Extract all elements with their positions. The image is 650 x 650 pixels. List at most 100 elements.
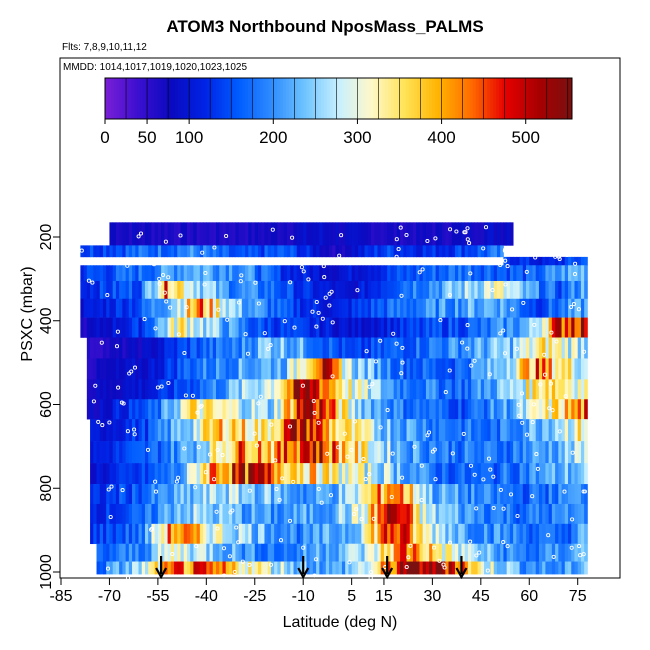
track-marker	[157, 281, 162, 286]
heatmap-cell	[222, 441, 227, 464]
track-marker	[519, 391, 525, 396]
heatmap-cell	[144, 419, 149, 442]
heatmap-cell	[458, 358, 462, 380]
track-marker	[342, 431, 347, 436]
heatmap-cell	[128, 543, 133, 562]
heatmap-cell	[396, 222, 401, 246]
heatmap-cell	[306, 484, 311, 505]
heatmap-cell	[329, 399, 333, 420]
heatmap-cell	[574, 379, 579, 400]
heatmap-cell	[170, 561, 175, 575]
heatmap-cell	[138, 484, 143, 505]
heatmap-cell	[503, 265, 508, 282]
heatmap-cell	[309, 317, 314, 338]
heatmap-cell	[141, 280, 146, 300]
heatmap-cell	[413, 543, 417, 562]
heatmap-cell	[193, 419, 198, 442]
heatmap-cell	[238, 222, 243, 246]
heatmap-cell	[551, 280, 556, 300]
heatmap-cell	[474, 523, 478, 545]
heatmap-cell	[164, 561, 168, 575]
heatmap-cell	[144, 484, 149, 505]
heatmap-cell	[332, 441, 336, 464]
heatmap-cell	[400, 337, 404, 359]
track-marker	[481, 246, 486, 251]
heatmap-cell	[274, 484, 278, 505]
heatmap-cell	[309, 245, 314, 258]
heatmap-cell	[555, 265, 559, 282]
heatmap-cell	[496, 298, 501, 318]
heatmap-cell	[390, 379, 395, 400]
heatmap-cell	[267, 317, 272, 338]
heatmap-cell	[264, 245, 269, 258]
heatmap-cell	[132, 337, 136, 359]
track-marker	[556, 254, 561, 259]
heatmap-cell	[393, 358, 398, 380]
heatmap-cell	[148, 399, 152, 420]
heatmap-cell	[183, 358, 188, 380]
heatmap-cell	[151, 265, 156, 282]
heatmap-cell	[322, 543, 327, 562]
heatmap-cell	[174, 265, 178, 282]
heatmap-cell	[396, 337, 401, 359]
heatmap-cell	[467, 543, 472, 562]
heatmap-cell	[561, 379, 566, 400]
heatmap-cell	[219, 379, 223, 400]
colorbar-segment	[423, 78, 427, 119]
heatmap-cell	[190, 222, 194, 246]
heatmap-cell	[296, 280, 301, 300]
colorbar-segment	[335, 78, 339, 119]
heatmap-cell	[464, 419, 469, 442]
track-marker	[266, 346, 271, 351]
heatmap-cell	[277, 441, 281, 464]
heatmap-cell	[106, 298, 110, 318]
heatmap-cell	[274, 463, 278, 485]
heatmap-cell	[532, 484, 537, 505]
heatmap-cell	[219, 222, 223, 246]
heatmap-cell	[535, 280, 540, 300]
heatmap-cell	[529, 484, 533, 505]
colorbar-segment	[268, 78, 272, 119]
heatmap-cell	[112, 543, 117, 562]
heatmap-cell	[216, 337, 220, 359]
colorbar-segment	[262, 78, 267, 119]
heatmap-cell	[393, 441, 398, 464]
heatmap-cell	[212, 543, 217, 562]
heatmap-cell	[516, 503, 520, 525]
heatmap-cell	[270, 399, 275, 420]
heatmap-cell	[212, 379, 217, 400]
heatmap-cell	[154, 222, 159, 246]
colorbar-segment	[437, 78, 442, 119]
heatmap-cell	[558, 379, 562, 400]
heatmap-cell	[467, 280, 472, 300]
heatmap-cell	[303, 245, 307, 258]
track-marker	[474, 506, 479, 511]
heatmap-cell	[287, 379, 291, 400]
heatmap-cell	[274, 543, 278, 562]
heatmap-cell	[580, 523, 585, 545]
track-marker	[280, 476, 285, 481]
heatmap-cell	[526, 256, 530, 266]
colorbar-segment	[391, 78, 395, 119]
heatmap-cell	[112, 337, 117, 359]
heatmap-cell	[257, 419, 262, 442]
heatmap-cell	[332, 298, 336, 318]
heatmap-cell	[232, 463, 236, 485]
heatmap-cell	[125, 399, 130, 420]
heatmap-cell	[303, 298, 307, 318]
heatmap-cell	[335, 523, 340, 545]
heatmap-cell	[490, 503, 495, 525]
heatmap-cell	[190, 245, 194, 258]
heatmap-cell	[138, 358, 143, 380]
heatmap-cell	[406, 265, 411, 282]
heatmap-cell	[257, 298, 262, 318]
heatmap-cell	[461, 399, 466, 420]
heatmap-cell	[442, 245, 446, 258]
heatmap-cell	[422, 484, 427, 505]
heatmap-cell	[371, 337, 375, 359]
heatmap-cell	[354, 280, 359, 300]
heatmap-cell	[354, 399, 359, 420]
heatmap-cell	[371, 561, 375, 575]
track-marker	[322, 275, 327, 280]
heatmap-cell	[564, 358, 569, 380]
